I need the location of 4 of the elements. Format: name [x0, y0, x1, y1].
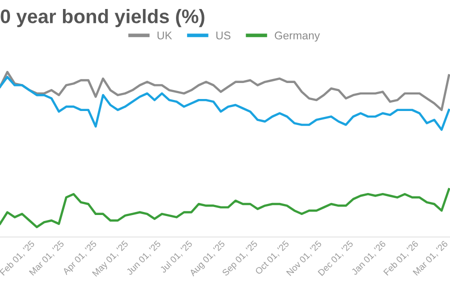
legend-label: Germany	[274, 32, 320, 42]
legend-label: US	[216, 32, 230, 40]
chart-title: 0 year bond yields (%)	[0, 9, 204, 28]
legend-label: UK	[158, 32, 172, 40]
